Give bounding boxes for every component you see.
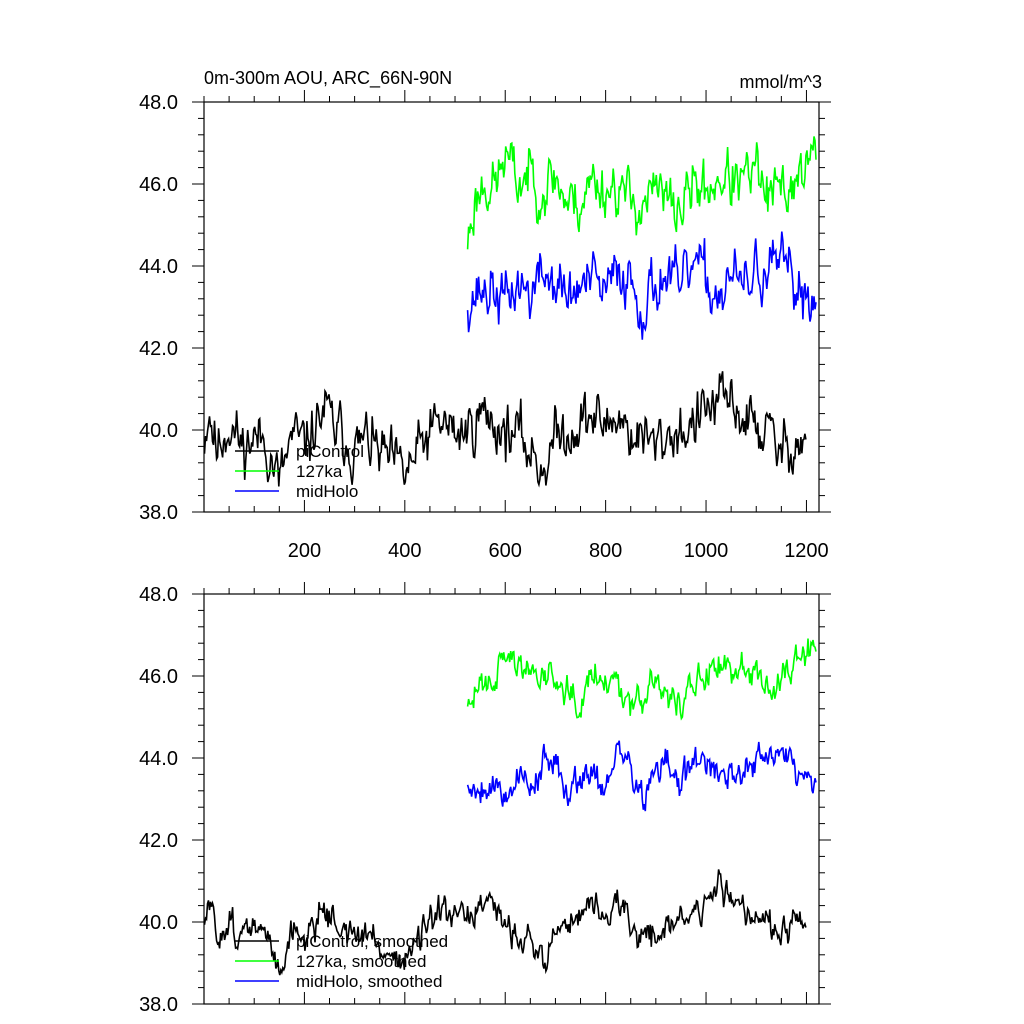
top-ytick-label: 38.0 (139, 502, 178, 524)
top-legend-label: piControl (296, 442, 364, 461)
bottom-axis-ticks (192, 582, 831, 1005)
top-x-tick-labels: 200 400 600 800 1000 1200 (288, 540, 829, 562)
bottom-series-line-2 (466, 740, 817, 812)
top-ytick-label: 48.0 (139, 92, 178, 114)
top-xtick-label: 400 (388, 540, 421, 562)
top-xtick-label: 1200 (784, 540, 829, 562)
top-series-line-0 (203, 371, 807, 488)
top-axis-ticks (192, 90, 831, 513)
bottom-ytick-label: 48.0 (139, 584, 178, 606)
bottom-panel: 38.0 40.0 42.0 44.0 46.0 48.0 piControl, smoo… (139, 582, 831, 1016)
top-ytick-label: 46.0 (139, 174, 178, 196)
top-plot-frame (203, 101, 820, 513)
bottom-ytick-label: 44.0 (139, 748, 178, 770)
bottom-series-line-0 (203, 869, 807, 976)
bottom-series-line-1 (466, 638, 817, 721)
bottom-ytick-label: 42.0 (139, 830, 178, 852)
top-xtick-label: 200 (288, 540, 321, 562)
bottom-ytick-label: 40.0 (139, 912, 178, 934)
top-ytick-label: 42.0 (139, 338, 178, 360)
top-plot-lines (203, 136, 817, 488)
bottom-legend-label: 127ka, smoothed (296, 952, 426, 971)
top-xtick-label: 1000 (684, 540, 729, 562)
units-label: mmol/m^3 (740, 72, 822, 92)
top-xtick-label: 800 (589, 540, 622, 562)
top-series-line-1 (466, 136, 817, 250)
bottom-ytick-label: 46.0 (139, 666, 178, 688)
top-y-tick-labels: 38.0 40.0 42.0 44.0 46.0 48.0 (139, 92, 178, 524)
top-panel: 38.0 40.0 42.0 44.0 46.0 48.0 200 400 600 800 100… (139, 90, 831, 562)
top-legend-label: 127ka (296, 462, 343, 481)
top-xtick-label: 600 (489, 540, 522, 562)
bottom-legend-label: piControl, smoothed (296, 932, 448, 951)
top-ytick-label: 44.0 (139, 256, 178, 278)
figure-title: 0m-300m AOU, ARC_66N-90N (204, 68, 452, 89)
bottom-plot-frame (203, 593, 820, 1005)
bottom-legend-label: midHolo, smoothed (296, 972, 442, 991)
top-legend-label: midHolo (296, 482, 358, 501)
bottom-plot-lines (203, 638, 817, 976)
bottom-y-tick-labels: 38.0 40.0 42.0 44.0 46.0 48.0 (139, 584, 178, 1016)
top-series-line-2 (466, 231, 817, 340)
bottom-ytick-label: 38.0 (139, 994, 178, 1016)
top-ytick-label: 40.0 (139, 420, 178, 442)
